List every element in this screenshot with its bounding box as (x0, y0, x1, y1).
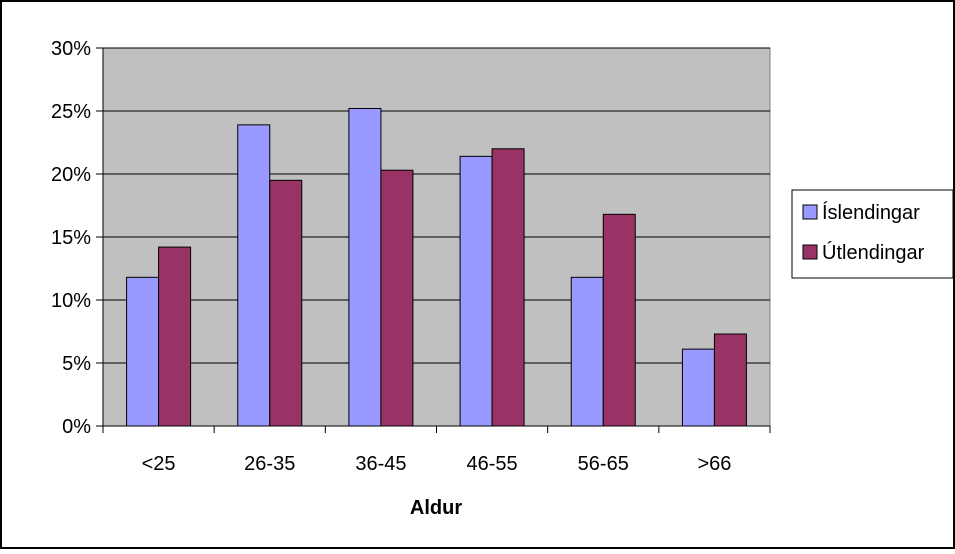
bar-utlendingar (491, 148, 525, 427)
y-tick-label: 25% (51, 101, 91, 123)
bar-utlendingar (269, 179, 303, 427)
y-tick-label: 10% (51, 290, 91, 312)
legend-label: Íslendingar (822, 201, 920, 224)
legend-label: Útlendingar (822, 241, 925, 264)
gridlines (103, 47, 770, 364)
x-tick-label: 56-65 (578, 453, 629, 475)
y-tick-label: 30% (51, 38, 91, 60)
bar-utlendingar (380, 169, 414, 427)
bar-islendingar (681, 348, 715, 427)
y-tick-label: 15% (51, 227, 91, 249)
y-tick-label: 20% (51, 164, 91, 186)
bar-islendingar (237, 124, 271, 427)
axes (96, 47, 771, 433)
bar-islendingar (459, 155, 493, 427)
x-tick-label: >66 (697, 453, 731, 475)
bar-islendingar (126, 276, 160, 427)
legend-box (791, 189, 954, 279)
bar-utlendingar (158, 246, 192, 427)
legend-swatch (802, 204, 818, 220)
legend: Íslendingar Útlendingar (791, 189, 954, 279)
x-tick-labels: <25 26-35 36-45 46-55 56-65 >66 (142, 453, 732, 475)
x-tick-label: 36-45 (355, 453, 406, 475)
x-tick-label: <25 (142, 453, 176, 475)
bars (126, 107, 747, 427)
legend-swatch (802, 244, 818, 260)
x-tick-label: 46-55 (467, 453, 518, 475)
bar-utlendingar (713, 333, 747, 427)
x-axis-title: Aldur (410, 497, 462, 519)
bar-utlendingar (602, 213, 636, 427)
y-tick-label: 5% (62, 353, 91, 375)
y-tick-labels: 0% 5% 10% 15% 20% 25% 30% (51, 38, 91, 438)
bar-islendingar (348, 107, 382, 427)
bar-islendingar (570, 276, 604, 427)
x-tick-label: 26-35 (244, 453, 295, 475)
y-tick-label: 0% (62, 416, 91, 438)
